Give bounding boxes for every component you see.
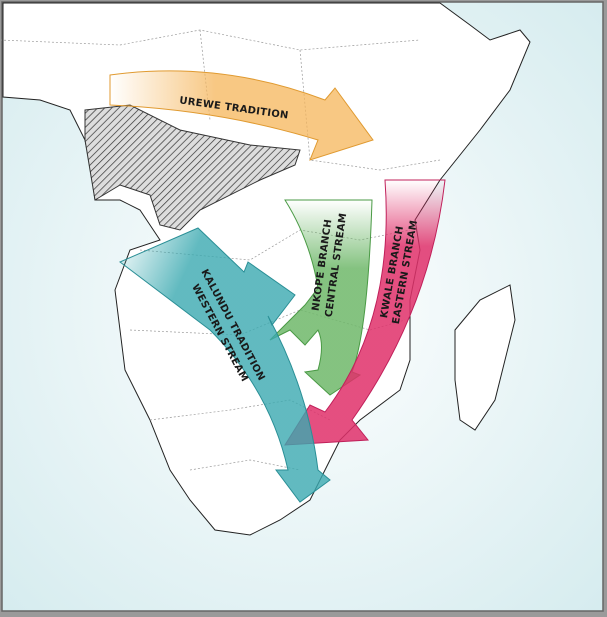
kwale-arrow <box>284 179 446 446</box>
madagascar <box>454 284 516 431</box>
urewe-homeland <box>84 104 301 231</box>
urewe-arrow <box>109 70 374 161</box>
kalundu-arrow <box>119 227 331 503</box>
nkope-arrow <box>269 199 373 396</box>
